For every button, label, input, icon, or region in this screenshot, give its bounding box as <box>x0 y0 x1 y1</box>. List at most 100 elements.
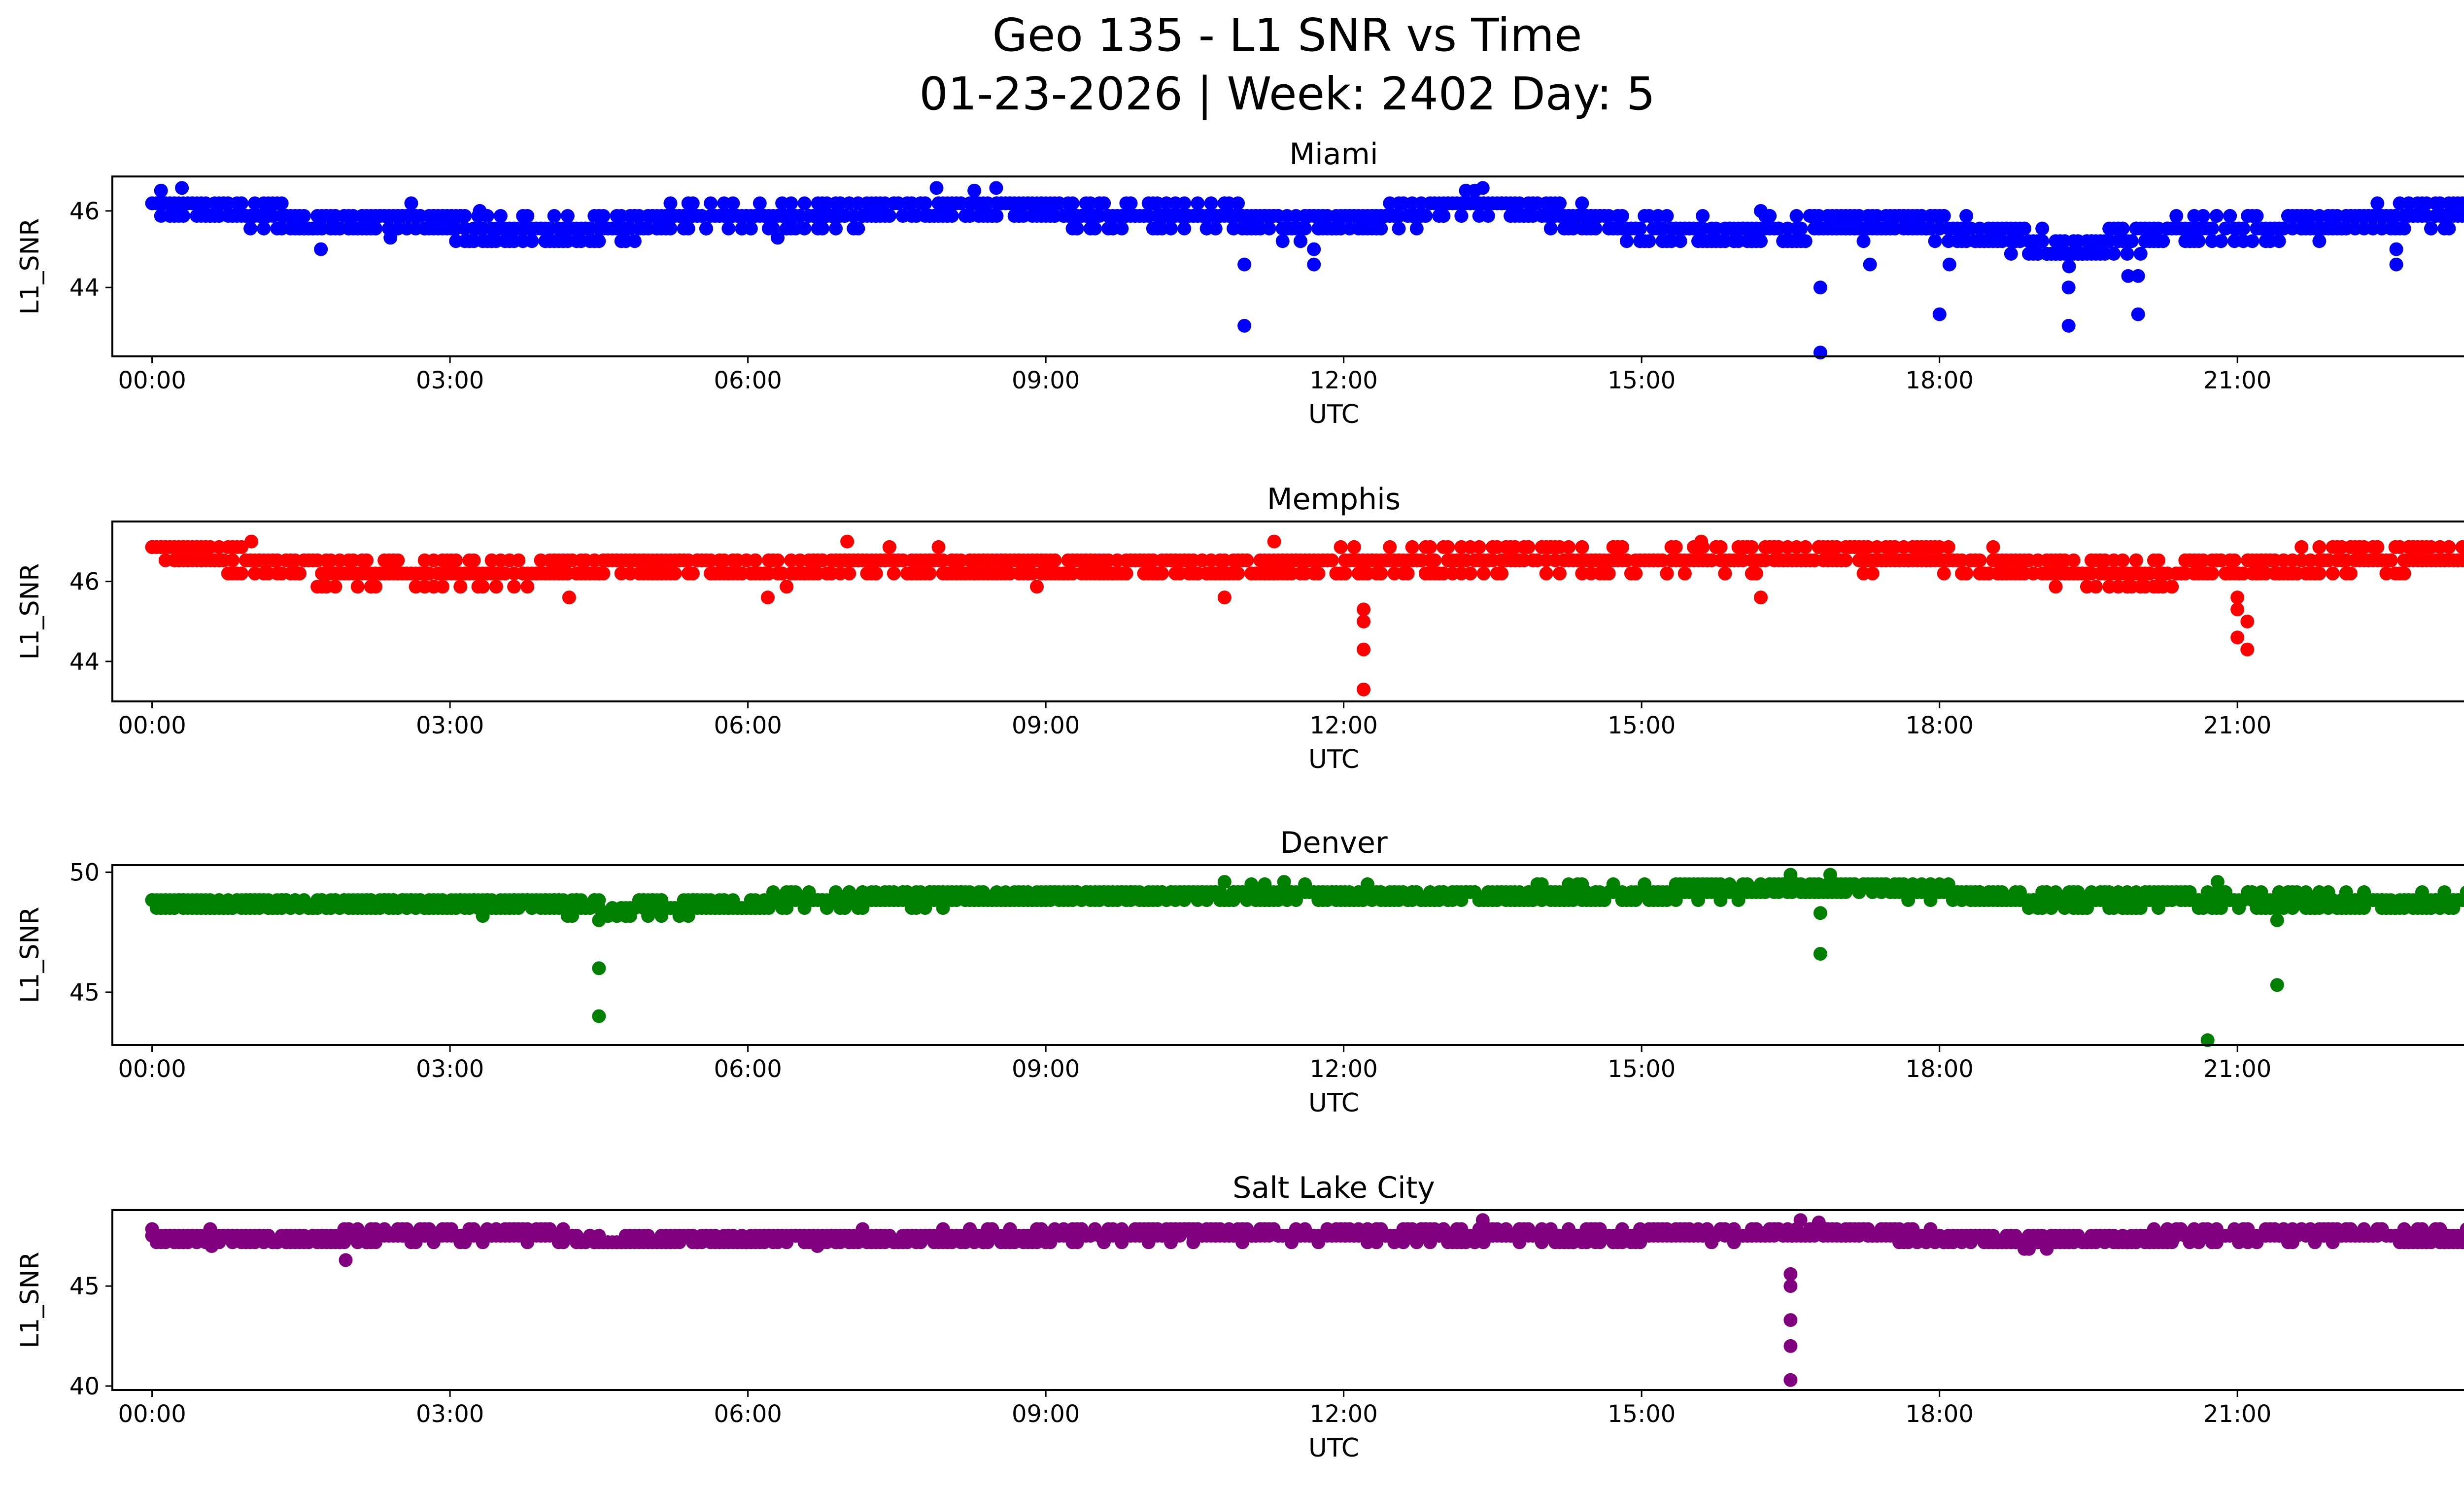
y-tick-label: 46 <box>69 568 100 596</box>
data-point <box>1673 234 1687 248</box>
data-point <box>560 209 575 223</box>
outlier-point <box>2131 307 2145 321</box>
data-point <box>436 580 449 594</box>
data-point <box>2066 553 2081 567</box>
x-axis-label: UTC <box>1308 745 1359 774</box>
data-point <box>1262 221 1276 236</box>
data-point <box>829 221 843 236</box>
data-point <box>842 566 856 581</box>
data-point <box>520 580 535 594</box>
data-point <box>1575 540 1589 554</box>
data-point <box>297 209 311 223</box>
data-point <box>1798 540 1813 554</box>
x-tick-label: 15:00 <box>1608 712 1676 739</box>
data-point <box>1294 234 1307 248</box>
outlier-point <box>2240 614 2255 628</box>
outlier-point <box>2210 875 2224 889</box>
outlier-point <box>989 181 1003 195</box>
data-point <box>748 553 762 567</box>
data-point <box>1928 234 1942 248</box>
data-point <box>1405 540 1419 554</box>
data-point <box>1718 566 1732 581</box>
data-point <box>851 221 865 236</box>
x-tick-label: 09:00 <box>1012 367 1080 394</box>
data-point <box>1065 196 1080 210</box>
outlier-point <box>2240 642 2255 657</box>
data-point <box>1562 540 1576 554</box>
data-point <box>2424 221 2438 236</box>
data-point <box>1177 196 1192 210</box>
figure-title-line1: Geo 135 - L1 SNR vs Time <box>992 9 1582 62</box>
data-point <box>685 196 700 210</box>
data-point <box>2223 209 2237 223</box>
outlier-point <box>592 961 606 975</box>
data-point <box>1030 580 1044 594</box>
data-point <box>1973 553 1987 567</box>
data-point <box>1441 540 1455 554</box>
data-point <box>1070 221 1084 236</box>
outlier-point <box>1863 257 1877 272</box>
data-point <box>1334 540 1348 554</box>
data-point <box>512 553 526 567</box>
data-point <box>225 553 240 567</box>
x-tick-label: 00:00 <box>118 1055 186 1083</box>
data-point <box>1097 196 1111 210</box>
data-point <box>2312 234 2327 248</box>
data-point <box>1521 540 1536 554</box>
x-tick-label: 21:00 <box>2203 367 2271 394</box>
x-tick-label: 03:00 <box>416 1055 484 1083</box>
data-point <box>1481 209 1495 223</box>
x-tick-label: 00:00 <box>118 367 186 394</box>
outlier-point <box>2230 630 2245 645</box>
data-point <box>2370 540 2385 554</box>
data-point <box>592 234 606 248</box>
data-point <box>2384 553 2398 567</box>
x-tick-label: 21:00 <box>2203 1055 2271 1083</box>
x-tick-label: 18:00 <box>1906 1055 1974 1083</box>
data-point <box>1633 221 1647 236</box>
data-point <box>2442 221 2456 236</box>
data-point <box>1409 221 1424 236</box>
data-point <box>1669 540 1683 554</box>
data-point <box>493 209 508 223</box>
outlier-point <box>2131 269 2145 283</box>
data-point <box>467 553 481 567</box>
data-point <box>1418 209 1433 223</box>
data-point <box>2169 209 2184 223</box>
data-point <box>2035 221 2050 236</box>
data-point <box>2124 234 2139 248</box>
outlier-point <box>2121 269 2135 283</box>
data-point <box>685 566 700 581</box>
data-point <box>2165 580 2179 594</box>
data-point <box>2442 540 2456 554</box>
outlier-point <box>1754 591 1768 605</box>
y-axis-label: L1_SNR <box>15 563 45 660</box>
data-point <box>176 209 191 223</box>
data-point <box>235 566 248 581</box>
data-point <box>627 234 642 248</box>
data-point <box>721 221 736 236</box>
x-tick-label: 12:00 <box>1309 367 1377 394</box>
data-point <box>1472 540 1486 554</box>
data-point <box>1311 566 1326 581</box>
data-point <box>154 183 168 198</box>
data-point <box>1959 209 1974 223</box>
data-point <box>1839 553 1853 567</box>
data-point <box>967 183 982 198</box>
data-point <box>274 196 289 210</box>
y-tick-label: 50 <box>69 859 100 887</box>
x-tick-label: 06:00 <box>714 367 782 394</box>
outlier-point <box>1932 307 1947 321</box>
outlier-point <box>1307 242 1321 256</box>
data-point <box>2227 553 2242 567</box>
data-point <box>369 580 382 594</box>
data-point <box>918 196 932 210</box>
data-point <box>2018 221 2031 236</box>
x-tick-label: 09:00 <box>1012 1055 1080 1083</box>
data-point <box>663 196 678 210</box>
y-tick-label: 46 <box>69 198 100 225</box>
data-point <box>815 221 829 236</box>
